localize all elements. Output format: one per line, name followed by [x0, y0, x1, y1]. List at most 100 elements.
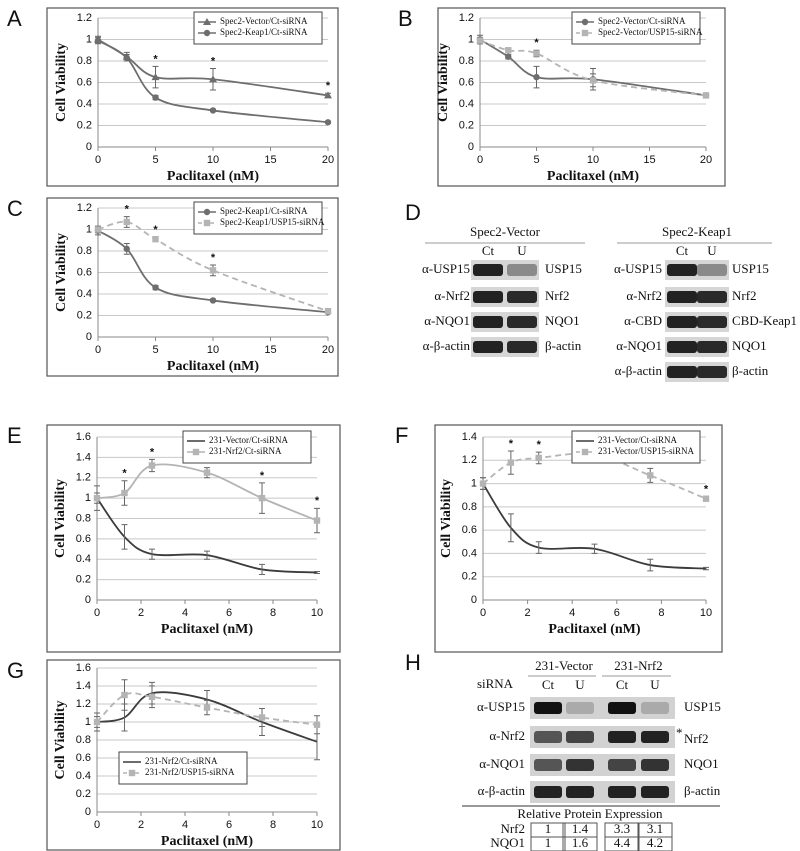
legend-label: 231-Nrf2/Ct-siRNA [209, 446, 282, 456]
significance-star: * [211, 252, 216, 264]
band [641, 759, 669, 771]
panel-frame [434, 424, 723, 653]
y-tick-label: 1.4 [76, 680, 91, 692]
antibody-label: α-NQO1 [479, 756, 525, 771]
significance-star: * [534, 37, 539, 49]
marker [203, 219, 211, 227]
series-line [479, 39, 707, 97]
panel-letter: H [405, 650, 421, 675]
x-tick-label: 20 [322, 154, 334, 166]
protein-label: β-actin [545, 338, 582, 353]
significance-star: * [704, 483, 709, 495]
significance-star: * [509, 438, 514, 450]
lane-label: Ct [542, 677, 555, 692]
y-tick-label: 0.8 [77, 245, 92, 257]
y-tick-label: 0.2 [77, 309, 92, 321]
antibody-label: α-USP15 [477, 699, 525, 714]
lane-row-label: siRNA [477, 676, 514, 691]
y-tick-label: 0.2 [76, 574, 91, 586]
marker [121, 691, 128, 699]
y-axis-title: Cell Viability [54, 233, 69, 312]
panel-letter: E [7, 423, 22, 448]
series-line [482, 483, 707, 570]
band [534, 731, 562, 743]
antibody-label: α-β-actin [615, 363, 663, 378]
table-value: 1.4 [572, 821, 589, 836]
legend-box [118, 751, 248, 785]
marker [647, 472, 654, 479]
x-tick-label: 20 [700, 154, 712, 166]
y-tick-label: 1.2 [459, 12, 474, 24]
table-value: 4.2 [647, 835, 663, 850]
band [667, 366, 697, 378]
band [473, 341, 503, 353]
marker [152, 235, 159, 243]
y-tick-label: 1.2 [462, 454, 477, 466]
series-line [96, 497, 318, 574]
legend-label: Spec2-Vector/Ct-siRNA [598, 16, 686, 26]
band [608, 731, 636, 743]
marker [203, 469, 211, 476]
x-tick-label: 10 [207, 344, 219, 356]
marker [121, 489, 128, 497]
marker [123, 218, 130, 226]
y-tick-label: 0.8 [462, 501, 477, 513]
x-tick-label: 0 [94, 819, 100, 831]
marker [203, 704, 211, 711]
marker [258, 714, 266, 721]
protein-label: USP15 [545, 261, 582, 276]
antibody-label: α-Nrf2 [626, 288, 662, 303]
x-tick-label: 0 [95, 344, 101, 356]
panel-frame [46, 197, 339, 377]
marker [93, 718, 101, 726]
group-title: Spec2-Keap1 [662, 224, 732, 239]
lane-label: U [575, 677, 585, 692]
band [667, 341, 697, 353]
marker [505, 53, 512, 60]
y-tick-label: 1 [471, 477, 477, 489]
y-tick-label: 1.2 [76, 698, 91, 710]
significance-star: * [125, 204, 130, 216]
marker [151, 73, 160, 81]
y-tick-label: 0 [86, 331, 92, 343]
table-title: Relative Protein Expression [517, 806, 663, 821]
marker [589, 77, 597, 84]
blot-strip [530, 726, 675, 748]
error-bar [507, 513, 514, 543]
lane-label: U [707, 243, 717, 258]
band [697, 341, 727, 353]
y-tick-label: 0.8 [77, 55, 92, 67]
marker [93, 494, 101, 502]
marker [324, 308, 332, 315]
marker [533, 73, 540, 81]
series-line [96, 691, 318, 743]
lane-label: Ct [676, 243, 689, 258]
x-tick-label: 15 [264, 344, 276, 356]
y-tick-label: 0 [471, 594, 477, 606]
protein-label: USP15 [684, 699, 721, 714]
y-tick-label: 0.2 [76, 788, 91, 800]
band [697, 316, 727, 328]
legend-label: 231-Vector/Ct-siRNA [209, 435, 288, 445]
error-bar [259, 563, 265, 576]
marker [123, 54, 130, 61]
protein-label: β-actin [684, 783, 721, 798]
y-tick-label: 0.4 [462, 547, 477, 559]
x-tick-label: 5 [533, 154, 539, 166]
legend-box [571, 430, 701, 464]
table-cell [604, 836, 640, 851]
marker [209, 297, 217, 304]
y-axis-title: Cell Viability [436, 43, 451, 122]
marker [209, 267, 217, 274]
legend-label: 231-Vector/Ct-siRNA [598, 435, 677, 445]
significance-star: * [211, 55, 216, 67]
panel-frame [46, 424, 341, 653]
band [641, 702, 669, 714]
x-tick-label: 2 [138, 607, 144, 619]
x-tick-label: 10 [311, 607, 323, 619]
y-tick-label: 1.6 [76, 431, 91, 443]
protein-label: NQO1 [684, 756, 719, 771]
error-bar [591, 543, 598, 554]
band [566, 786, 594, 798]
error-bar [314, 570, 320, 575]
